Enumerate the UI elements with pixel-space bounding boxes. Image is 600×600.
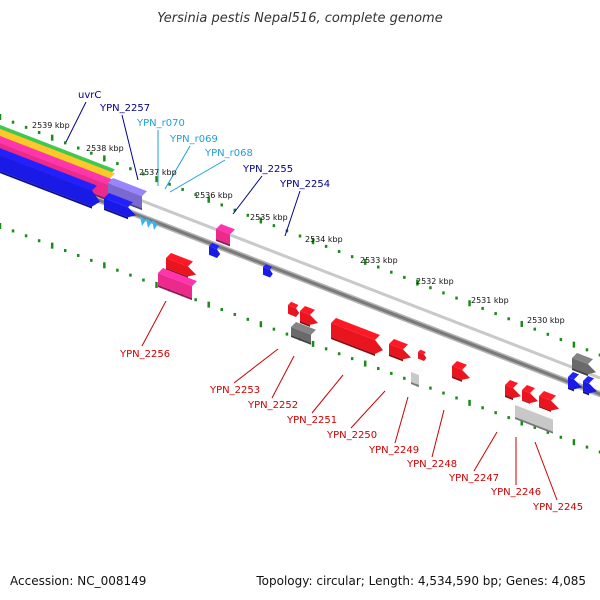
gene-feature-YPN_2253 (288, 301, 300, 317)
connector-YPN_2257 (121, 114, 139, 181)
connector-uvrC (65, 101, 87, 143)
gene-feature-YPN_2255-blue (209, 242, 221, 258)
kbp-label-2538: 2538 kbp (86, 144, 124, 153)
gene-feature-YPN_2251 (331, 318, 383, 356)
gene-features (0, 124, 597, 434)
gene-feature-YPN_2250 (389, 339, 411, 362)
gene-feature-YPN_2248 (411, 367, 424, 388)
gene-label-YPN_r070: YPN_r070 (136, 118, 185, 129)
gene-feature-YPN_2256 (158, 268, 197, 301)
gene-label-YPN_2246: YPN_2246 (490, 487, 541, 498)
gene-label-YPN_2256: YPN_2256 (119, 349, 170, 360)
gene-feature-YPN_2245-gray (515, 400, 558, 434)
connector-YPN_2255 (232, 175, 263, 215)
forward-gene-labels: uvrC YPN_2257 YPN_r070 YPN_r069 YPN_r068… (78, 90, 330, 190)
connector-YPN_2251 (311, 374, 344, 414)
tick-tracks (0, 114, 600, 454)
kbp-ruler: 2539 kbp 2538 kbp 2537 kbp 2536 kbp 2535… (32, 121, 565, 325)
gene-feature-YPN_2252-red (300, 306, 318, 327)
gene-feature-YPN_2246-a (505, 380, 521, 401)
topology-text: Topology: circular; Length: 4,534,590 bp… (256, 574, 586, 588)
kbp-label-2539: 2539 kbp (32, 121, 70, 130)
connector-YPN_2245 (534, 441, 558, 501)
kbp-label-2534: 2534 kbp (305, 235, 343, 244)
gene-label-uvrC: uvrC (78, 90, 101, 101)
kbp-label-2536: 2536 kbp (195, 191, 233, 200)
label-connectors (65, 101, 558, 501)
gene-feature-YPN_2257-blue (0, 148, 100, 209)
gene-label-YPN_2249: YPN_2249 (368, 445, 419, 456)
gene-label-YPN_2254: YPN_2254 (279, 179, 330, 190)
gene-feature-blue-right1 (568, 372, 582, 392)
gene-label-YPN_2245: YPN_2245 (532, 502, 583, 513)
connector-YPN_2250 (350, 390, 386, 429)
kbp-label-2533: 2533 kbp (360, 256, 398, 265)
rna-feature (140, 216, 146, 226)
gene-label-YPN_2253: YPN_2253 (209, 385, 260, 396)
gene-label-YPN_2255: YPN_2255 (242, 164, 293, 175)
gene-label-YPN_2257: YPN_2257 (99, 103, 150, 114)
gene-label-YPN_r068: YPN_r068 (204, 148, 253, 159)
connector-YPN_2248 (431, 409, 445, 458)
reverse-gene-labels: YPN_2256 YPN_2253 YPN_2252 YPN_2251 YPN_… (119, 349, 583, 513)
kbp-label-2535: 2535 kbp (250, 213, 288, 222)
gene-label-YPN_2248: YPN_2248 (406, 459, 457, 470)
connector-YPN_r069 (164, 145, 191, 190)
gene-feature-YPN_2255 (216, 224, 235, 247)
gene-feature-YPN_2254 (263, 264, 273, 278)
gene-feature-gray-right (572, 353, 596, 377)
kbp-label-2530: 2530 kbp (527, 316, 565, 325)
outer-tick-track (0, 114, 600, 357)
gene-label-YPN_2252: YPN_2252 (247, 400, 298, 411)
rna-feature (152, 220, 158, 230)
accession-text: Accession: NC_008149 (10, 574, 147, 588)
gene-label-YPN_2250: YPN_2250 (326, 430, 377, 441)
connector-YPN_2254 (284, 190, 301, 237)
kbp-label-2531: 2531 kbp (471, 296, 509, 305)
connector-YPN_2249 (394, 396, 409, 444)
connector-YPN_2253 (233, 348, 279, 384)
kbp-label-2532: 2532 kbp (416, 277, 454, 286)
gene-label-YPN_r069: YPN_r069 (169, 134, 218, 145)
gene-feature-YPN_2247 (452, 361, 470, 382)
gene-feature-YPN_2246-b (522, 385, 538, 406)
connector-YPN_2252 (271, 355, 295, 399)
connector-YPN_r068 (169, 159, 226, 193)
kbp-label-2537: 2537 kbp (139, 168, 177, 177)
rna-feature (146, 218, 152, 228)
connector-YPN_2256 (141, 300, 167, 347)
map-title: Yersinia pestis Nepal516, complete genom… (157, 11, 442, 26)
gene-label-YPN_2247: YPN_2247 (448, 473, 499, 484)
gene-feature-YPN_2249 (418, 349, 427, 361)
gene-feature-blue-right2 (583, 376, 597, 396)
connector-YPN_2247 (473, 431, 498, 472)
gene-feature-YPN_2252 (291, 322, 316, 345)
gene-label-YPN_2251: YPN_2251 (286, 415, 337, 426)
gene-feature-blue-small (104, 193, 136, 220)
